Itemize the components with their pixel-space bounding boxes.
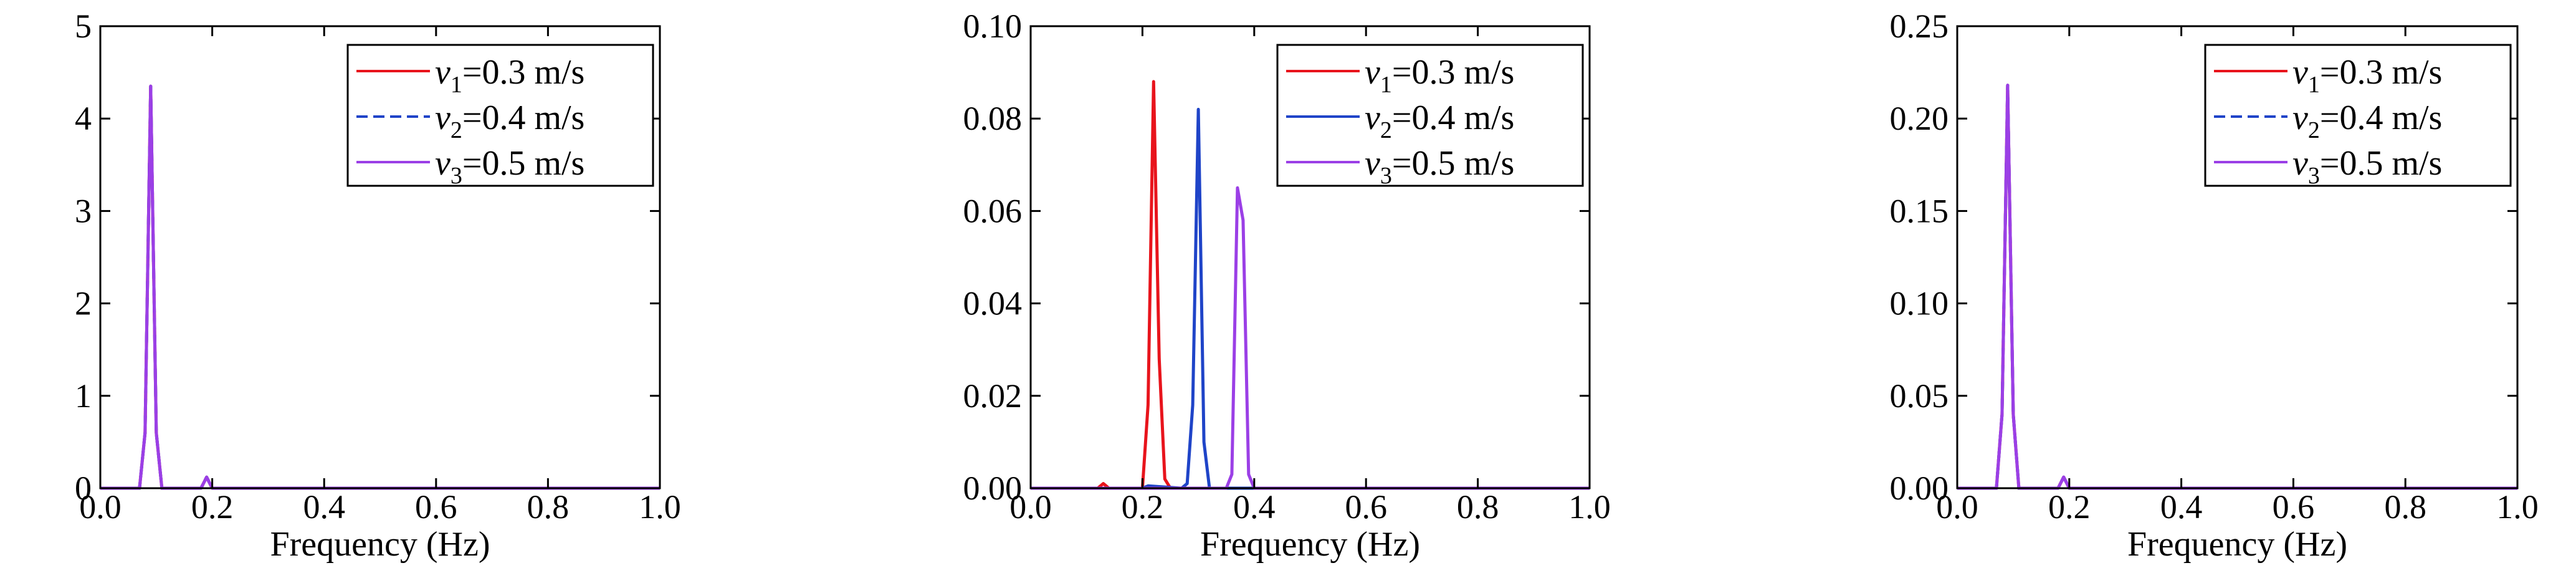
x-tick-label: 1.0: [2496, 488, 2539, 526]
legend-label-2: v2=0.4 m/s: [1365, 99, 1514, 143]
x-tick-label: 0.2: [2048, 488, 2091, 526]
legend: v1=0.3 m/sv2=0.4 m/sv3=0.5 m/s: [2204, 44, 2512, 189]
y-tick-label: 0.10: [1890, 285, 1949, 322]
legend-subscript: 1: [1380, 72, 1392, 98]
legend-subscript: 2: [451, 117, 462, 143]
legend-text: =0.5 m/s: [2320, 144, 2443, 183]
legend-symbol: v: [435, 99, 451, 137]
legend-text: =0.5 m/s: [462, 144, 585, 183]
legend-label-2: v2=0.4 m/s: [2292, 99, 2442, 143]
x-tick-label: 0.2: [1122, 488, 1164, 526]
plot-frame: [1956, 25, 2519, 489]
legend-symbol: v: [2292, 99, 2308, 137]
y-tick-label: 0: [75, 469, 92, 507]
x-tick-label: 0.4: [2160, 488, 2203, 526]
series-line-3: [1031, 186, 1590, 490]
chart-panel-2: 0.0 0.2 0.4 0.6 0.8 1.0 0.00 0.02 0.04 0.06 0.08 0.…: [963, 7, 1611, 564]
x-tick-label: 0.4: [1233, 488, 1276, 526]
chart-panel-3: 0.0 0.2 0.4 0.6 0.8 1.0 0.00 0.05 0.10 0.15 0.20 0.…: [1890, 7, 2539, 564]
legend-symbol: v: [1365, 53, 1380, 92]
legend-label-3: v3=0.5 m/s: [1365, 144, 1514, 189]
legend-text: =0.5 m/s: [1392, 144, 1515, 183]
legend-label-1: v1=0.3 m/s: [435, 53, 584, 98]
legend-label-3: v3=0.5 m/s: [2292, 144, 2442, 189]
x-tick-label: 0.8: [527, 488, 570, 526]
x-tick-label: 0.8: [2384, 488, 2426, 526]
x-tick-label: 0.6: [415, 488, 457, 526]
plot-frame: [1029, 25, 1591, 489]
x-tick-label: 1.0: [1568, 488, 1611, 526]
legend-text: =0.4 m/s: [2320, 99, 2443, 137]
y-tick-label: 2: [75, 285, 92, 322]
y-tick-label: 4: [75, 100, 92, 137]
series-line-1: [1031, 80, 1590, 490]
legend-text: =0.4 m/s: [462, 99, 585, 137]
plot-frame: [99, 25, 661, 489]
legend: v1=0.3 m/sv2=0.4 m/sv3=0.5 m/s: [346, 44, 654, 189]
x-tick-label: 0.8: [1457, 488, 1499, 526]
y-tick-label: 0.00: [963, 469, 1023, 507]
legend-symbol: v: [435, 53, 451, 92]
y-tick-label: 3: [75, 192, 92, 229]
y-tick-label: 0.06: [963, 192, 1023, 229]
legend-subscript: 1: [451, 72, 462, 98]
legend-subscript: 3: [1380, 163, 1392, 189]
legend-text: =0.3 m/s: [2320, 53, 2443, 92]
y-tick-label: 0.15: [1890, 192, 1949, 229]
legend-subscript: 1: [2308, 72, 2320, 98]
legend-label-2: v2=0.4 m/s: [435, 99, 584, 143]
legend-symbol: v: [1365, 99, 1380, 137]
legend-symbol: v: [435, 144, 451, 183]
y-tick-label: 0.10: [963, 7, 1023, 45]
legend-subscript: 2: [2308, 117, 2320, 143]
x-tick-label: 1.0: [639, 488, 681, 526]
legend-text: =0.4 m/s: [1392, 99, 1515, 137]
legend-symbol: v: [1365, 144, 1380, 183]
y-tick-label: 1: [75, 377, 92, 415]
legend-subscript: 2: [1380, 117, 1392, 143]
legend-subscript: 3: [2308, 163, 2320, 189]
x-tick-label: 0.0: [1936, 488, 1978, 526]
y-tick-label: 0.25: [1890, 7, 1949, 45]
y-tick-label: 5: [75, 7, 92, 45]
legend: v1=0.3 m/sv2=0.4 m/sv3=0.5 m/s: [1276, 44, 1584, 189]
legend-text: =0.3 m/s: [462, 53, 585, 92]
y-tick-label: 0.08: [963, 100, 1023, 137]
x-axis-label: Frequency (Hz): [1200, 525, 1420, 564]
y-tick-label: 0.05: [1890, 377, 1949, 415]
legend-subscript: 3: [451, 163, 462, 189]
y-tick-label: 0.20: [1890, 100, 1949, 137]
legend-label-3: v3=0.5 m/s: [435, 144, 584, 189]
x-axis-label: Frequency (Hz): [270, 525, 490, 564]
x-tick-label: 0.4: [303, 488, 345, 526]
legend-label-1: v1=0.3 m/s: [1365, 53, 1514, 98]
y-tick-label: 0.00: [1890, 469, 1949, 507]
legend-symbol: v: [2292, 144, 2308, 183]
x-tick-label: 0.2: [191, 488, 234, 526]
x-tick-label: 0.6: [2273, 488, 2315, 526]
x-axis-label: Frequency (Hz): [2127, 525, 2347, 564]
legend-symbol: v: [2292, 53, 2308, 92]
legend-text: =0.3 m/s: [1392, 53, 1515, 92]
y-tick-label: 0.04: [963, 285, 1023, 322]
x-tick-label: 0.0: [79, 488, 122, 526]
y-tick-label: 0.02: [963, 377, 1023, 415]
legend-label-1: v1=0.3 m/s: [2292, 53, 2442, 98]
x-tick-label: 0.0: [1009, 488, 1052, 526]
x-tick-label: 0.6: [1345, 488, 1387, 526]
